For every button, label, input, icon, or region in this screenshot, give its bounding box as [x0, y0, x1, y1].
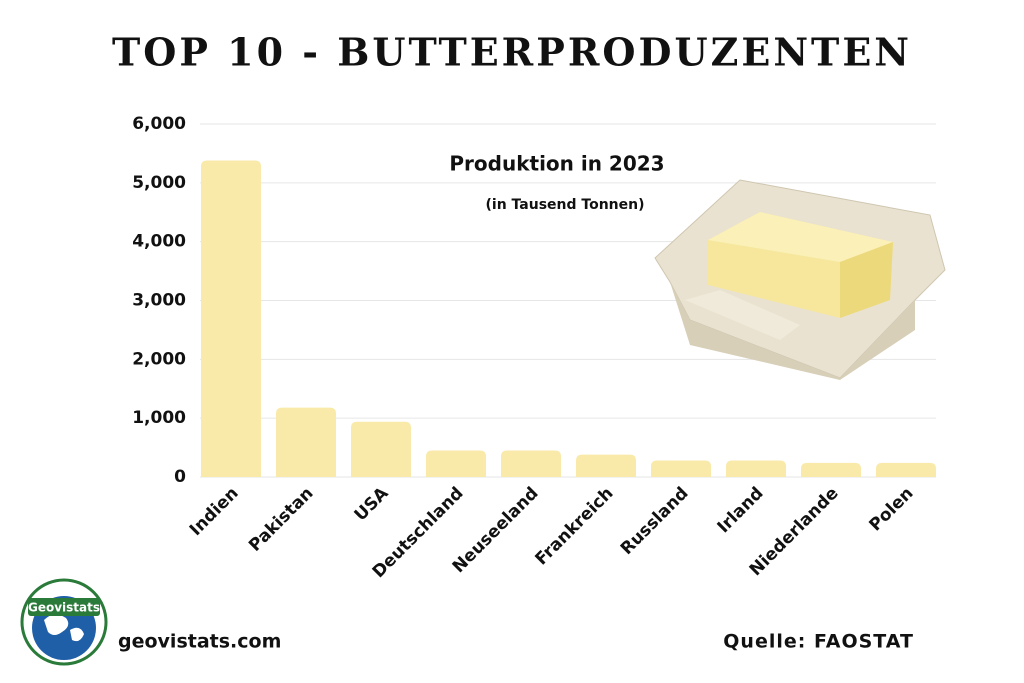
bar — [201, 160, 261, 477]
bar — [426, 450, 486, 477]
logo-text: Geovistats — [28, 601, 100, 615]
x-tick-label: Pakistan — [245, 483, 317, 555]
x-tick-label: Frankreich — [531, 483, 617, 569]
bar — [801, 462, 861, 477]
bar — [501, 450, 561, 477]
x-tick-label: Russland — [617, 483, 693, 559]
x-tick-label: USA — [351, 483, 393, 525]
x-tick-label: Irland — [714, 483, 768, 537]
unit-note: (in Tausend Tonnen) — [486, 197, 645, 213]
bar — [876, 462, 936, 477]
bar — [276, 407, 336, 477]
x-tick-label: Polen — [865, 483, 917, 535]
y-tick-label: 6,000 — [132, 114, 186, 134]
y-tick-label: 4,000 — [132, 232, 186, 252]
bar — [726, 460, 786, 477]
source: Quelle: FAOSTAT — [723, 631, 914, 653]
bar — [576, 454, 636, 477]
y-tick-label: 2,000 — [132, 349, 186, 369]
y-tick-label: 1,000 — [132, 408, 186, 428]
x-tick-label: Indien — [186, 483, 243, 540]
y-tick-label: 0 — [174, 467, 186, 487]
bar — [651, 460, 711, 477]
website: geovistats.com — [118, 631, 281, 653]
bar — [351, 421, 411, 477]
butter-illustration — [654, 179, 946, 380]
logo: Geovistats — [20, 578, 108, 666]
subtitle: Produktion in 2023 — [449, 152, 664, 176]
y-tick-label: 3,000 — [132, 291, 186, 311]
chart-title: TOP 10 - BUTTERPRODUZENTEN — [112, 30, 912, 75]
y-tick-label: 5,000 — [132, 173, 186, 193]
